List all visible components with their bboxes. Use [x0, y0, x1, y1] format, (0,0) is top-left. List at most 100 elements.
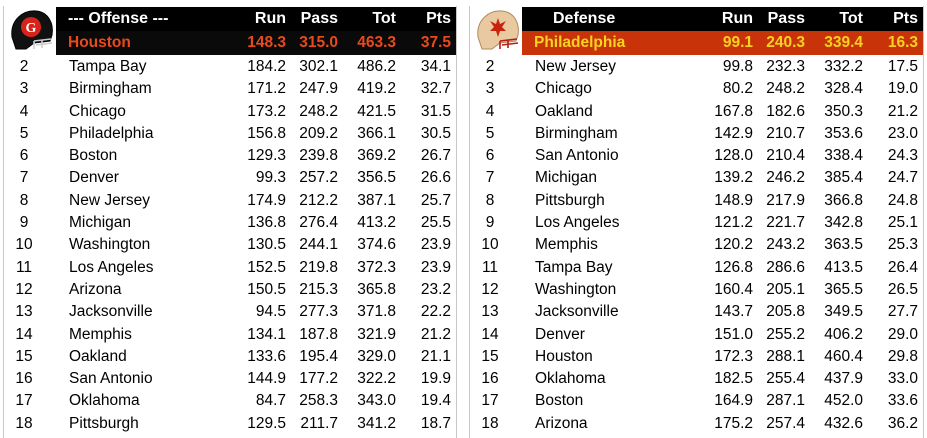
table-row[interactable]: 17 Boston 164.9 287.1 452.0 33.6: [470, 390, 923, 412]
offense-rank-cell: 12: [15, 280, 33, 298]
defense-rank-cell: 6: [485, 147, 495, 165]
table-row[interactable]: 10 Memphis 120.2 243.2 363.5 25.3: [470, 234, 923, 256]
offense-pass-cell: 219.8: [299, 258, 338, 276]
table-row[interactable]: 15 Oakland 133.6 195.4 329.0 21.1: [4, 346, 456, 368]
defense-pts-cell: 29.0: [887, 325, 918, 343]
offense-pts-cell: 26.6: [420, 169, 451, 187]
defense-pts-header[interactable]: Pts: [893, 10, 918, 27]
defense-tot-header[interactable]: Tot: [839, 10, 863, 27]
table-row[interactable]: 3 Chicago 80.2 248.2 328.4 19.0: [470, 78, 923, 100]
offense-tot-cell: 343.0: [357, 392, 396, 410]
defense-tot-cell: 365.5: [824, 280, 863, 298]
table-row[interactable]: 4 Chicago 173.2 248.2 421.5 31.5: [4, 101, 456, 123]
table-row[interactable]: 12 Washington 160.4 205.1 365.5 26.5: [470, 279, 923, 301]
table-row[interactable]: 7 Denver 99.3 257.2 356.5 26.6: [4, 167, 456, 189]
offense-tot-cell: 421.5: [357, 102, 396, 120]
defense-pts-cell: 19.0: [887, 80, 918, 98]
defense-tot-cell: 460.4: [824, 347, 863, 365]
table-row[interactable]: 13 Jacksonville 143.7 205.8 349.5 27.7: [470, 301, 923, 323]
table-row[interactable]: 6 Boston 129.3 239.8 369.2 26.7: [4, 145, 456, 167]
defense-run-cell: 182.5: [714, 370, 753, 388]
offense-run-cell: 152.5: [247, 258, 286, 276]
defense-run-cell: 128.0: [714, 147, 753, 165]
table-row[interactable]: 8 New Jersey 174.9 212.2 387.1 25.7: [4, 190, 456, 212]
table-row[interactable]: 5 Philadelphia 156.8 209.2 366.1 30.5: [4, 123, 456, 145]
table-row[interactable]: 11 Los Angeles 152.5 219.8 372.3 23.9: [4, 257, 456, 279]
table-row[interactable]: 8 Pittsburgh 148.9 217.9 366.8 24.8: [470, 190, 923, 212]
offense-top-row[interactable]: Houston 148.3 315.0 463.3 37.5: [56, 31, 456, 55]
offense-rank-cell: 8: [19, 191, 29, 209]
defense-tot-cell: 342.8: [824, 214, 863, 232]
defense-run-cell: 172.3: [714, 347, 753, 365]
defense-top-row[interactable]: Philadelphia 99.1 240.3 339.4 16.3: [522, 31, 923, 55]
svg-text:G: G: [26, 21, 37, 36]
table-row[interactable]: 10 Washington 130.5 244.1 374.6 23.9: [4, 234, 456, 256]
offense-team-cell: Arizona: [69, 280, 122, 298]
offense-tot-cell: 341.2: [357, 414, 396, 432]
table-row[interactable]: 9 Michigan 136.8 276.4 413.2 25.5: [4, 212, 456, 234]
offense-tot-cell: 329.0: [357, 347, 396, 365]
offense-tot-header[interactable]: Tot: [372, 10, 396, 27]
offense-pts-cell: 21.1: [420, 347, 451, 365]
defense-rank-cell: 2: [485, 58, 495, 75]
table-row[interactable]: 16 San Antonio 144.9 177.2 322.2 19.9: [4, 368, 456, 390]
table-row[interactable]: 18 Arizona 175.2 257.4 432.6 36.2: [470, 413, 923, 435]
offense-run-header[interactable]: Run: [254, 10, 286, 27]
offense-pts-cell: 25.5: [420, 214, 451, 232]
table-row[interactable]: 6 San Antonio 128.0 210.4 338.4 24.3: [470, 145, 923, 167]
defense-rank-cell: 15: [481, 347, 499, 365]
table-row[interactable]: 4 Oakland 167.8 182.6 350.3 21.2: [470, 101, 923, 123]
offense-pts-cell: 32.7: [420, 80, 451, 98]
defense-run-cell: 164.9: [714, 392, 753, 410]
offense-rank-cell: 10: [15, 236, 33, 254]
offense-rank-cell: 5: [19, 124, 29, 142]
defense-team-cell: Boston: [535, 392, 584, 410]
defense-tot-cell: 353.6: [824, 124, 863, 142]
defense-pass-cell: 255.4: [766, 370, 805, 388]
table-row[interactable]: 7 Michigan 139.2 246.2 385.4 24.7: [470, 167, 923, 189]
table-row[interactable]: 11 Tampa Bay 126.8 286.6 413.5 26.4: [470, 257, 923, 279]
table-row[interactable]: 12 Arizona 150.5 215.3 365.8 23.2: [4, 279, 456, 301]
defense-top-run: 99.1: [722, 34, 753, 51]
offense-pass-cell: 302.1: [299, 58, 338, 75]
defense-tot-cell: 432.6: [824, 414, 863, 432]
defense-pass-cell: 248.2: [766, 80, 805, 98]
table-row[interactable]: 17 Oklahoma 84.7 258.3 343.0 19.4: [4, 390, 456, 412]
offense-run-cell: 130.5: [247, 236, 286, 254]
philadelphia-helmet-icon: [470, 7, 522, 55]
defense-run-cell: 175.2: [714, 414, 753, 432]
offense-run-cell: 133.6: [247, 347, 286, 365]
defense-rank-cell: 17: [481, 392, 499, 410]
offense-tot-cell: 322.2: [357, 370, 396, 388]
defense-pts-cell: 23.0: [887, 124, 918, 142]
defense-rank-cell: 10: [481, 236, 499, 254]
defense-run-header[interactable]: Run: [721, 10, 753, 27]
defense-tot-cell: 452.0: [824, 392, 863, 410]
table-row[interactable]: 15 Houston 172.3 288.1 460.4 29.8: [470, 346, 923, 368]
offense-tot-cell: 374.6: [357, 236, 396, 254]
offense-pts-header[interactable]: Pts: [426, 10, 451, 27]
defense-pass-cell: 182.6: [766, 102, 805, 120]
offense-rank-cell: 17: [15, 392, 33, 410]
table-row[interactable]: 3 Birmingham 171.2 247.9 419.2 32.7: [4, 78, 456, 100]
table-row[interactable]: 13 Jacksonville 94.5 277.3 371.8 22.2: [4, 301, 456, 323]
defense-run-cell: 80.2: [722, 80, 753, 98]
table-row[interactable]: 14 Denver 151.0 255.2 406.2 29.0: [470, 324, 923, 346]
table-row[interactable]: 5 Birmingham 142.9 210.7 353.6 23.0: [470, 123, 923, 145]
table-row[interactable]: 18 Pittsburgh 129.5 211.7 341.2 18.7: [4, 413, 456, 435]
table-row[interactable]: 14 Memphis 134.1 187.8 321.9 21.2: [4, 324, 456, 346]
defense-pass-header[interactable]: Pass: [767, 10, 805, 27]
table-row[interactable]: 2 New Jersey 99.8 232.3 332.2 17.5: [470, 56, 923, 78]
table-row[interactable]: 9 Los Angeles 121.2 221.7 342.8 25.1: [470, 212, 923, 234]
offense-tot-cell: 419.2: [357, 80, 396, 98]
offense-tot-cell: 369.2: [357, 147, 396, 165]
table-row[interactable]: 2 Tampa Bay 184.2 302.1 486.2 34.1: [4, 56, 456, 78]
defense-rank-cell: 18: [481, 414, 499, 432]
defense-rows: 2 New Jersey 99.8 232.3 332.2 17.5 3 Chicago 80.…: [470, 56, 923, 435]
defense-rank-cell: 9: [485, 214, 495, 232]
offense-pass-header[interactable]: Pass: [300, 10, 338, 27]
table-row[interactable]: 16 Oklahoma 182.5 255.4 437.9 33.0: [470, 368, 923, 390]
defense-run-cell: 143.7: [714, 303, 753, 321]
defense-tot-cell: 338.4: [824, 147, 863, 165]
defense-team-cell: Jacksonville: [535, 303, 619, 321]
